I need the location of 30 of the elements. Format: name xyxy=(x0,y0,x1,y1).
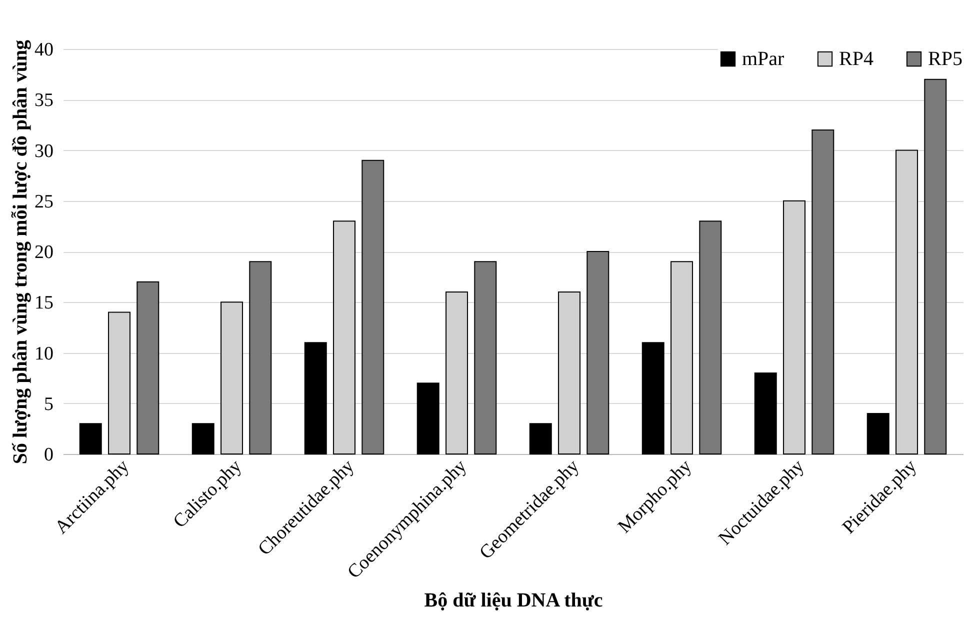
bar xyxy=(924,78,947,454)
bar xyxy=(136,281,160,454)
bar xyxy=(642,342,664,454)
y-tick-label: 20 xyxy=(34,242,54,263)
bar xyxy=(529,423,552,454)
legend-label: mPar xyxy=(742,48,785,70)
y-tick-label: 30 xyxy=(34,140,54,162)
bar xyxy=(304,342,327,454)
bar xyxy=(586,251,610,454)
bar xyxy=(416,382,440,454)
bar xyxy=(79,423,102,454)
y-tick-label: 25 xyxy=(34,191,54,212)
y-tick-label: 15 xyxy=(34,292,54,314)
bar xyxy=(699,220,722,454)
bar xyxy=(754,372,777,454)
y-tick-label: 0 xyxy=(44,444,54,466)
bar xyxy=(866,413,890,454)
bar xyxy=(474,261,497,454)
bar xyxy=(192,423,214,454)
y-tick-label: 5 xyxy=(44,394,54,415)
y-tick-label: 35 xyxy=(34,90,54,112)
legend-label: RP5 xyxy=(928,48,962,70)
bar xyxy=(812,130,834,454)
bar xyxy=(362,160,384,454)
y-axis-title: Số lượng phân vùng trong mỗi lược đồ phân vùng xyxy=(10,40,32,464)
bar xyxy=(249,261,272,454)
x-axis-title: Bộ dữ liệu DNA thực xyxy=(424,589,603,612)
legend-label: RP4 xyxy=(839,48,874,70)
y-tick-label: 10 xyxy=(34,343,54,364)
y-tick-label: 40 xyxy=(34,40,54,60)
